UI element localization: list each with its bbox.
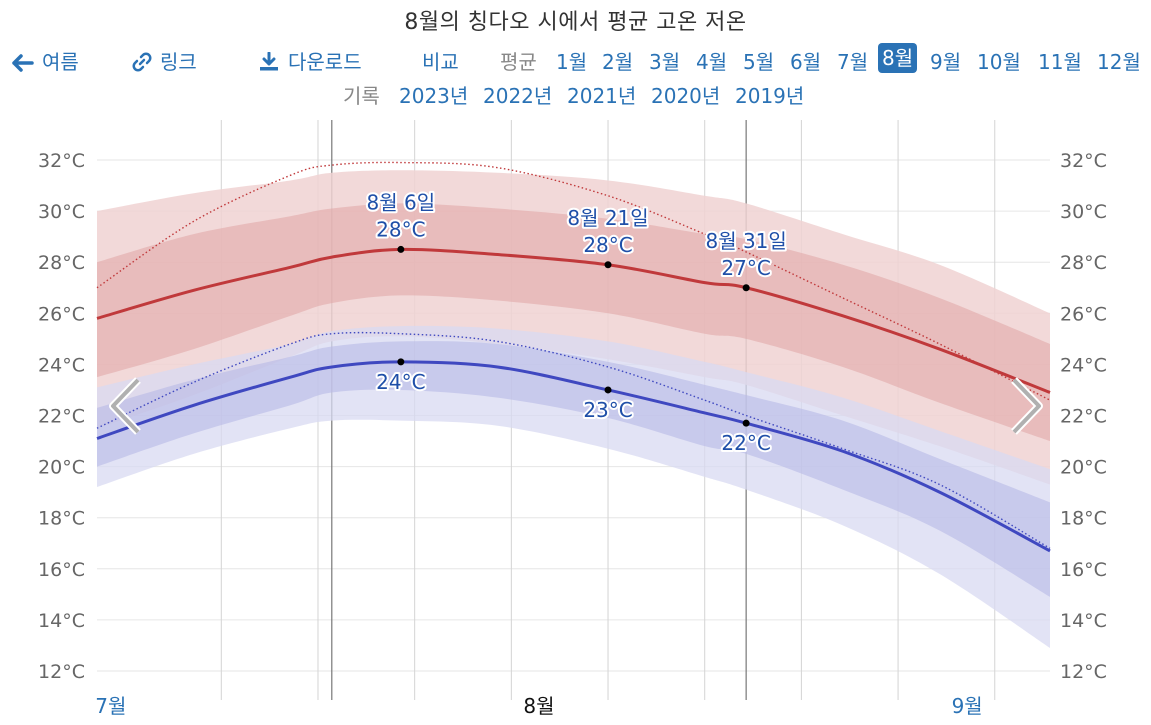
annotation-high-label: 27°C [721,256,770,280]
annotation-high-label-halo: 28°C [583,233,632,257]
month-3-link[interactable]: 3월 [649,50,681,74]
annotation-high-label: 28°C [376,217,425,241]
y-tick-label-right: 32°C [1060,150,1107,172]
arrow-left-icon [12,54,34,72]
y-tick-label-left: 12°C [38,661,85,683]
high-band-inner [97,203,1050,442]
y-tick-label-left: 16°C [38,559,85,581]
annotation-low-label: 22°C [721,431,770,455]
annotation-low-label: 24°C [376,370,425,394]
download-icon [260,51,278,71]
y-tick-label-right: 30°C [1060,201,1107,223]
annotation-date-label-halo: 8월 6일 [367,190,436,214]
y-tick-label-right: 24°C [1060,354,1107,376]
y-tick-label-left: 32°C [38,150,85,172]
low-avg-line [96,360,1051,553]
chart-lines [96,161,1051,553]
year-2021-link[interactable]: 2021년 [567,84,637,108]
y-tick-label-left: 14°C [38,610,85,632]
annotation-date-label: 8월 31일 [705,229,786,253]
link-icon [132,52,152,72]
scroll-left-button[interactable] [109,377,141,435]
download-button[interactable]: 다운로드 [258,46,362,75]
annotation-high-point [397,245,405,253]
y-tick-label-left: 20°C [38,457,85,479]
high-avg-line [96,247,1051,394]
back-season-label: 여름 [42,50,79,74]
x-month-label: 9월 [952,694,983,718]
annotation-low-label: 23°C [583,398,632,422]
month-5-link[interactable]: 5월 [743,50,775,74]
page-title: 8월의 칭다오 시에서 평균 고온 저온 [404,10,747,35]
annotation-date-label-halo: 8월 31일 [705,229,786,253]
y-tick-label-left: 24°C [38,354,85,376]
y-tick-label-right: 20°C [1060,457,1107,479]
compare-button[interactable]: 비교 [422,50,459,74]
x-month-label: 8월 [523,694,554,718]
month-6-link[interactable]: 6월 [790,50,822,74]
y-tick-label-left: 28°C [38,252,85,274]
link-label: 링크 [160,50,197,74]
month-12-link[interactable]: 12월 [1097,50,1141,74]
link-button[interactable]: 링크 [132,46,197,75]
annotation-low-label-halo: 22°C [721,431,770,455]
high-record-line [96,161,1051,401]
y-tick-label-left: 30°C [38,201,85,223]
y-tick-label-right: 28°C [1060,252,1107,274]
month-8-link-selected[interactable]: 8월 [878,43,918,73]
annotation-high-label-halo: 27°C [721,256,770,280]
x-month-label: 7월 [95,694,126,718]
average-label: 평균 [500,50,537,74]
month-4-link[interactable]: 4월 [696,50,728,74]
year-2020-link[interactable]: 2020년 [651,84,721,108]
y-tick-label-left: 18°C [38,508,85,530]
history-label: 기록 [343,84,380,108]
chart-bands [97,170,1050,649]
annotation-low-label-halo: 24°C [376,370,425,394]
annotation-date-label-halo: 8월 21일 [567,206,648,230]
scroll-right-button[interactable] [1011,377,1043,435]
y-tick-label-right: 14°C [1060,610,1107,632]
month-10-link[interactable]: 10월 [977,50,1021,74]
download-label: 다운로드 [288,50,362,74]
month-11-link[interactable]: 11월 [1038,50,1082,74]
y-tick-label-left: 26°C [38,303,85,325]
annotation-low-point [397,358,405,366]
annotation-high-label-halo: 28°C [376,217,425,241]
toolbar: 여름 링크 다운로드 비교 평균 1월 2월 3월 4월 5월 6월 7월 8월… [0,42,1151,76]
y-tick-label-right: 18°C [1060,508,1107,530]
annotation-low-point [742,419,750,427]
month-9-link[interactable]: 9월 [930,50,962,74]
low-band-inner [97,341,1050,597]
month-7-link[interactable]: 7월 [837,50,869,74]
month-1-link[interactable]: 1월 [556,50,588,74]
y-tick-label-right: 16°C [1060,559,1107,581]
annotation-high-point [604,261,612,269]
year-2023-link[interactable]: 2023년 [399,84,469,108]
y-tick-label-right: 26°C [1060,303,1107,325]
back-season-button[interactable]: 여름 [12,46,79,75]
annotation-low-label-halo: 23°C [583,398,632,422]
annotation-low-point [604,386,612,394]
chart-axes: 12°C 12°C 14°C 14°C 16°C 16°C 18°C 18°C 20°C 20°C… [38,150,1107,718]
annotation-high-label: 28°C [583,233,632,257]
year-2019-link[interactable]: 2019년 [735,84,805,108]
y-tick-label-right: 22°C [1060,406,1107,428]
annotation-date-label: 8월 21일 [567,206,648,230]
annotation-date-label: 8월 6일 [367,190,436,214]
y-tick-label-right: 12°C [1060,661,1107,683]
annotation-high-point [742,284,750,292]
month-2-link[interactable]: 2월 [602,50,634,74]
y-tick-label-left: 22°C [38,406,85,428]
year-2022-link[interactable]: 2022년 [483,84,553,108]
low-band-outer [97,325,1050,649]
